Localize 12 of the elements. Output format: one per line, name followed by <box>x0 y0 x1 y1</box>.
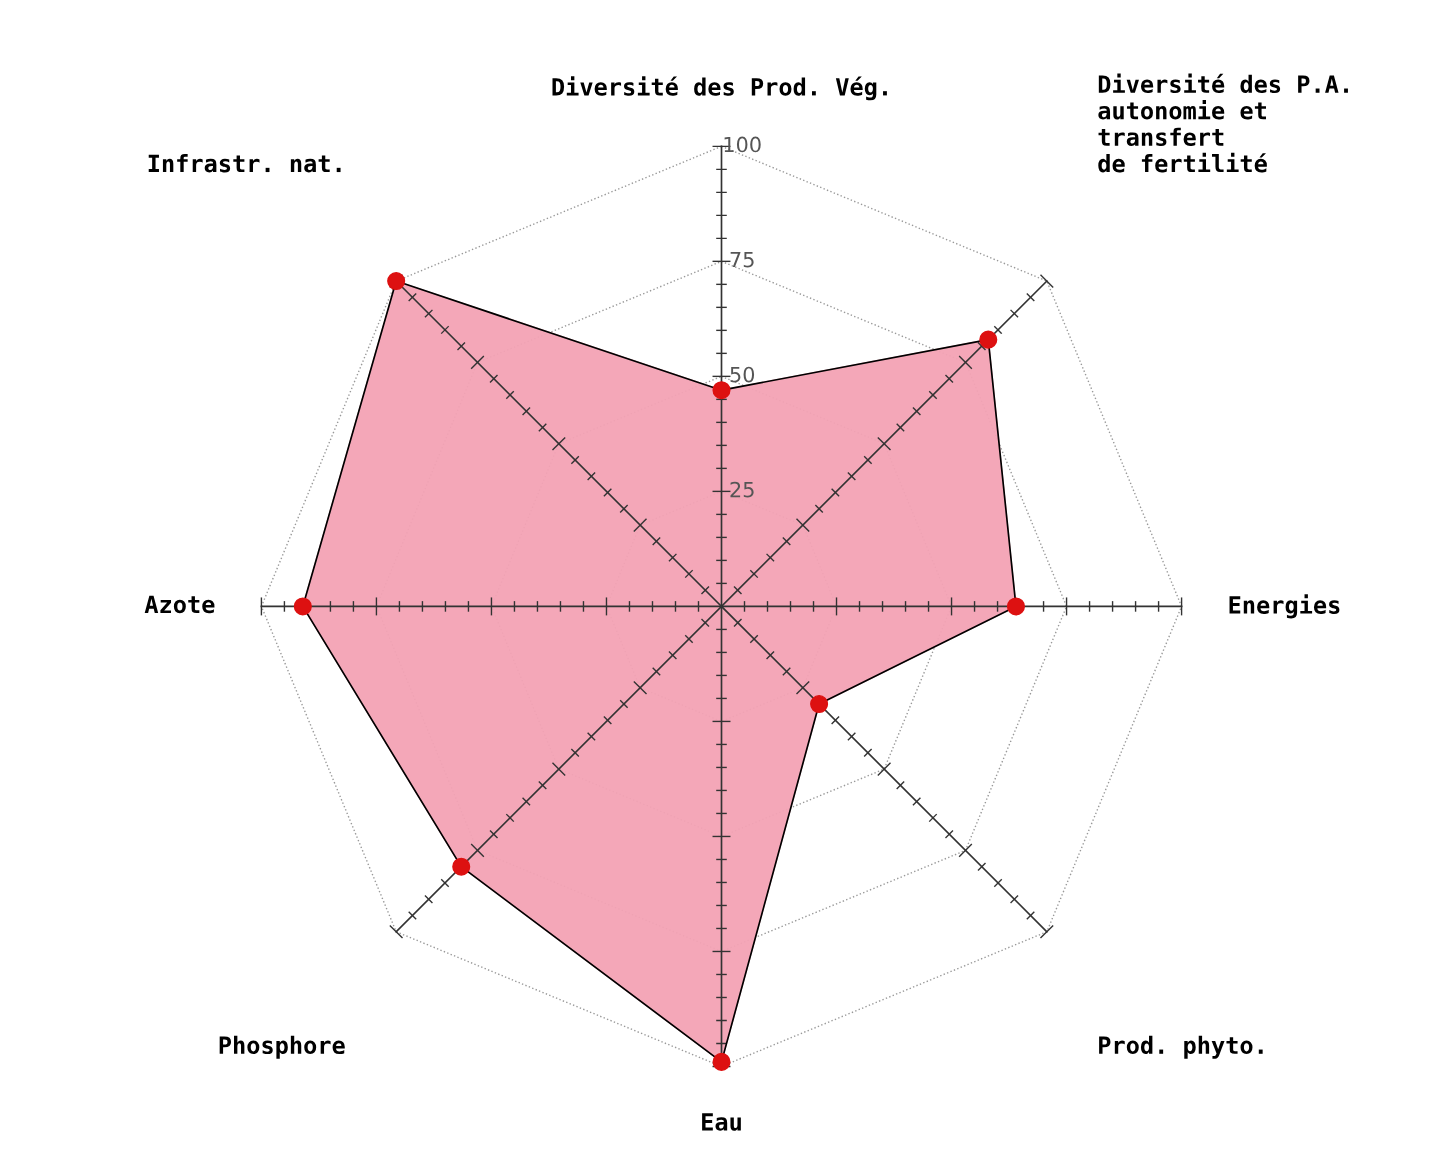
y-tick-label: 50 <box>730 366 755 383</box>
y-tick-label: 25 <box>730 481 754 498</box>
spoke-label: Energies <box>1229 594 1340 619</box>
spoke-label: Diversité des Prod. Vég. <box>552 76 887 101</box>
spoke-label: Azote <box>144 595 215 614</box>
spoke-label: Infrastr. nat. <box>148 154 341 173</box>
spoke-label: Phosphore <box>219 1035 345 1059</box>
y-tick-label: 100 <box>724 136 761 153</box>
spoke-label: Diversité des P.A. autonomie et transfert de fertilité <box>1098 73 1348 173</box>
spoke-label: Eau <box>702 1113 741 1131</box>
spoke-label: Prod. phyto. <box>1099 1035 1263 1059</box>
y-tick-label: 75 <box>730 251 754 268</box>
